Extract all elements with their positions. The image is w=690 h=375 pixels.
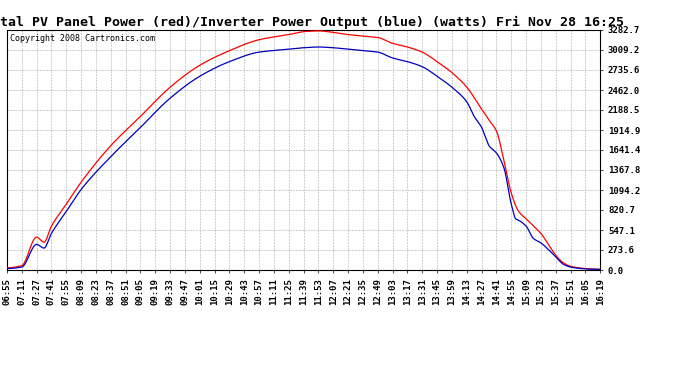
- Title: Total PV Panel Power (red)/Inverter Power Output (blue) (watts) Fri Nov 28 16:25: Total PV Panel Power (red)/Inverter Powe…: [0, 16, 624, 29]
- Text: Copyright 2008 Cartronics.com: Copyright 2008 Cartronics.com: [10, 34, 155, 43]
